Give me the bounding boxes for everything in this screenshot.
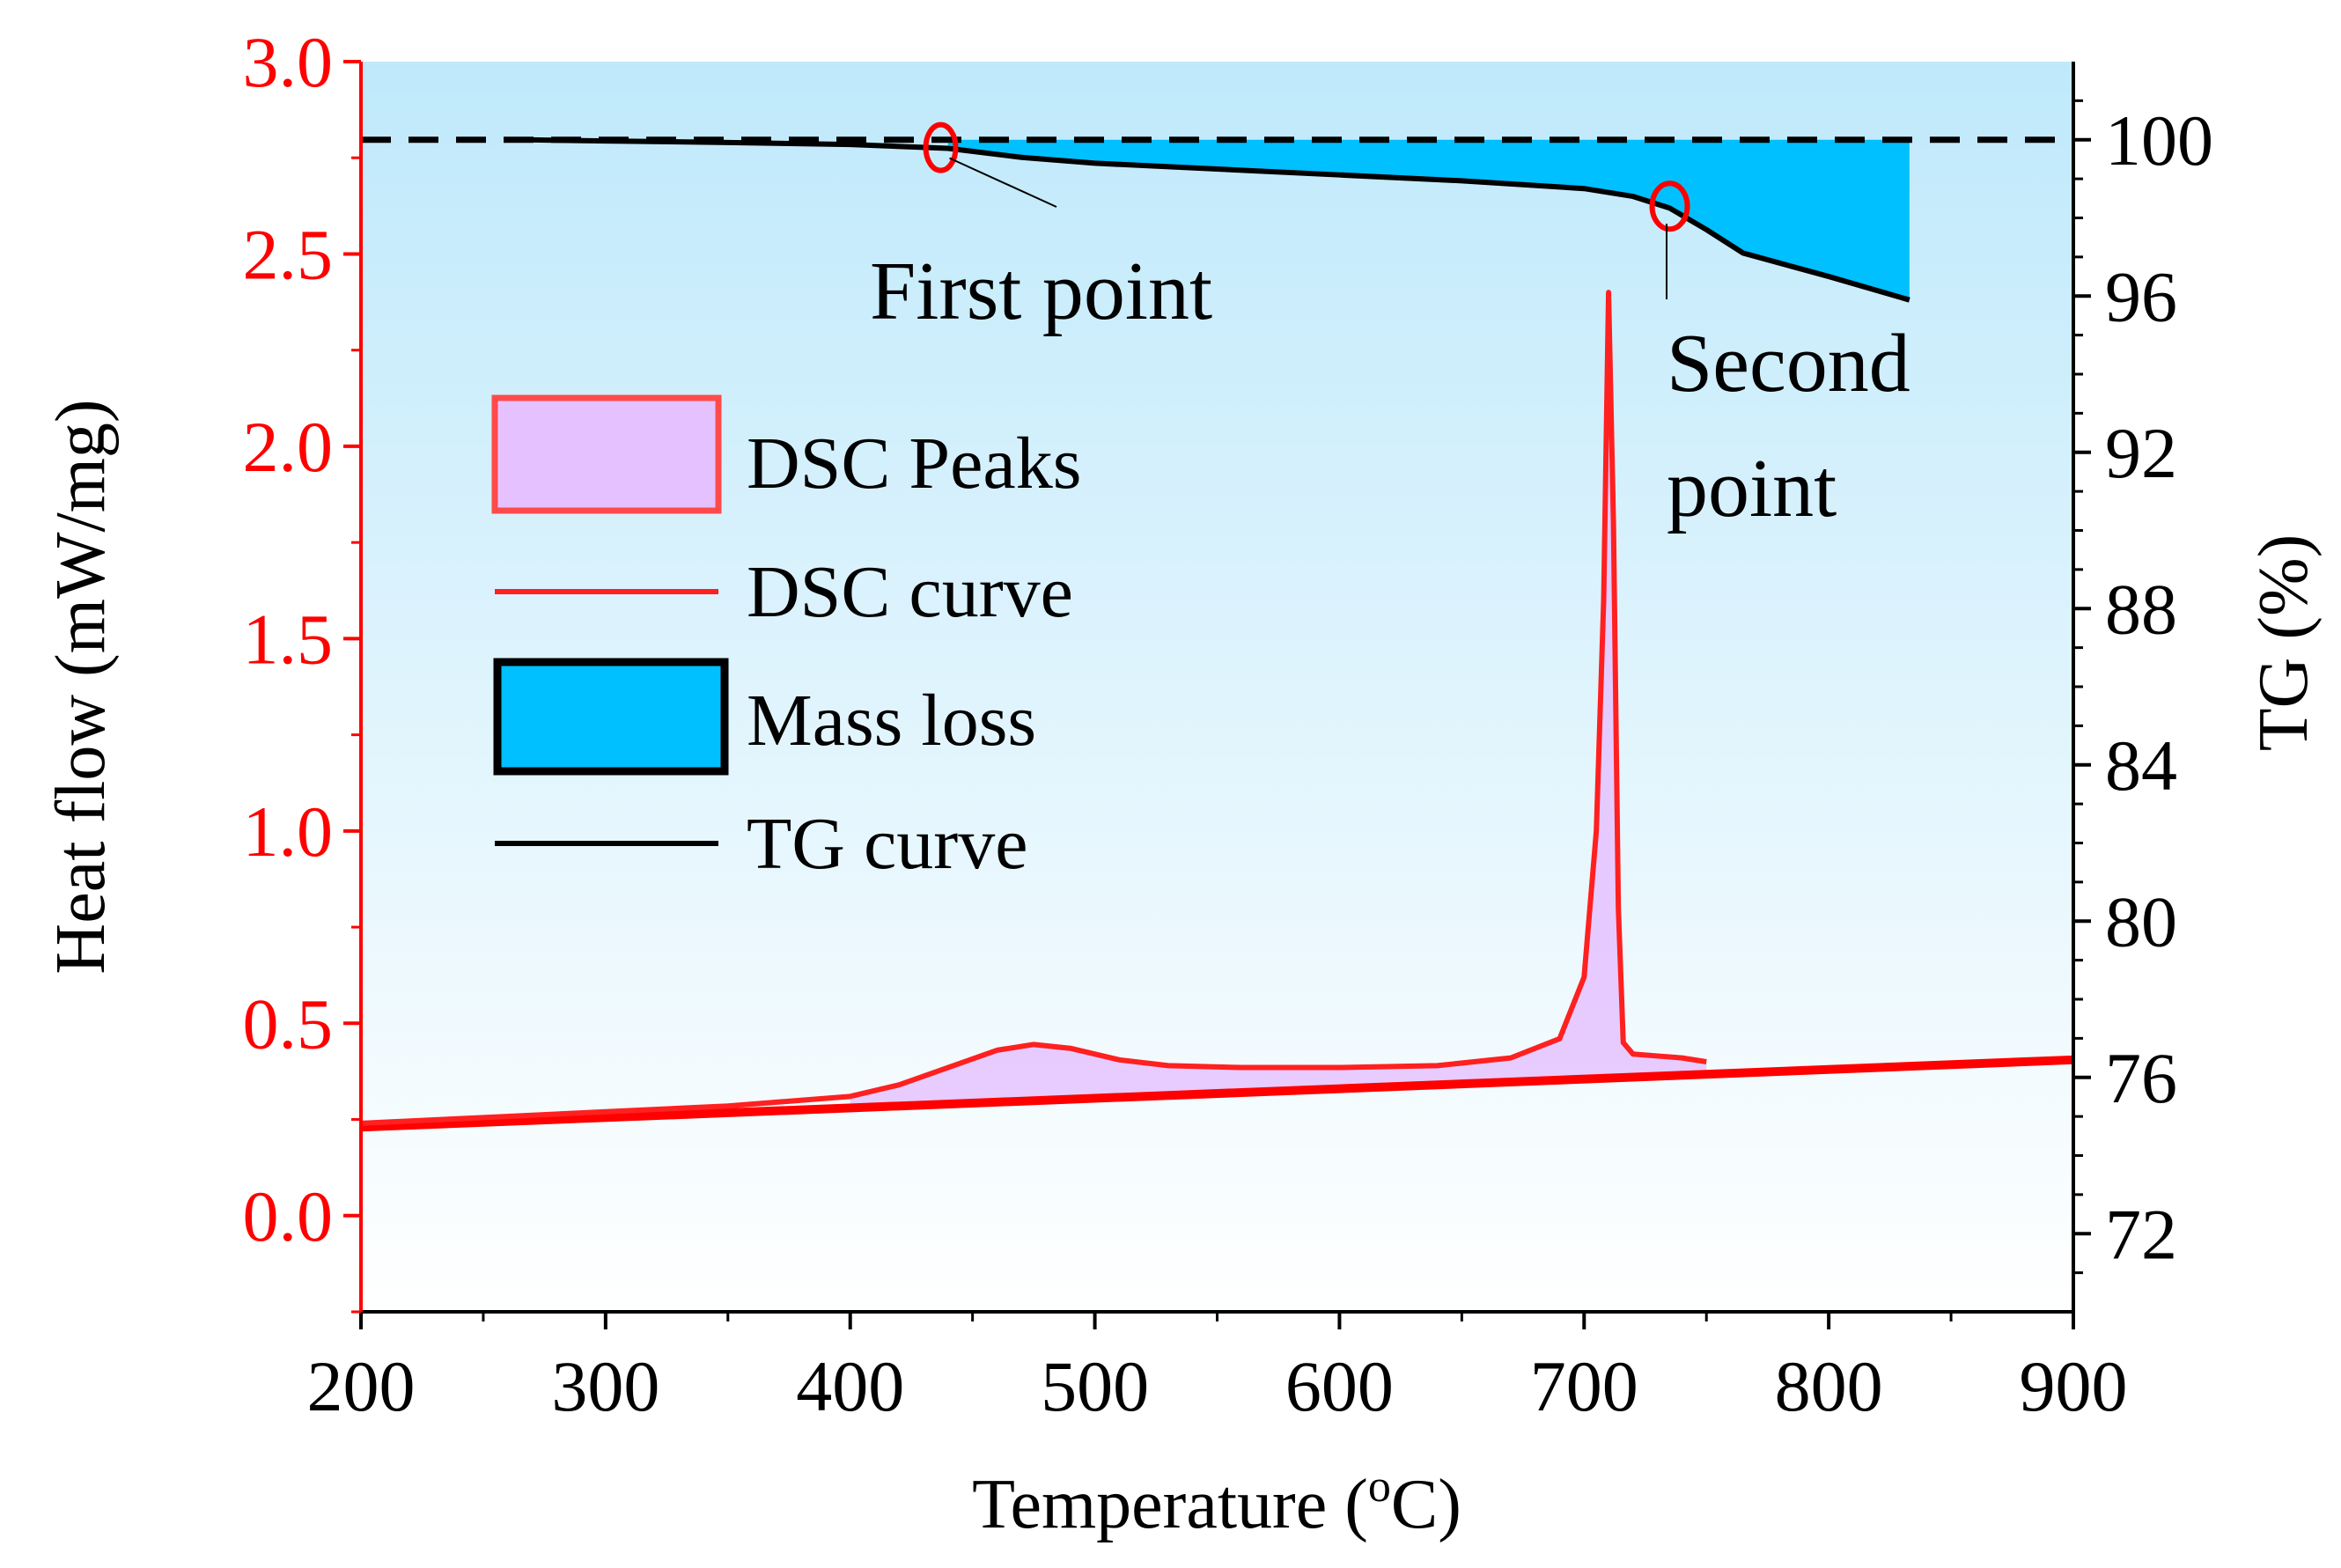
x-axis-title-main: Temperature ( [972, 1466, 1368, 1543]
x-tick-label: 200 [307, 1346, 416, 1426]
legend: DSC Peaks DSC curve Mass loss TG curve [491, 394, 1081, 885]
y-right-tick-label: 80 [2105, 881, 2177, 961]
y-right-tick-label: 84 [2105, 725, 2177, 806]
mass-loss-area [947, 139, 1910, 300]
y-left-tick-label: 1.0 [243, 791, 334, 872]
y-right-tick-label: 100 [2105, 100, 2213, 180]
y-right-tick-label: 76 [2105, 1038, 2177, 1118]
y-left-tick-label: 2.5 [243, 214, 334, 294]
x-tick-label: 600 [1285, 1346, 1394, 1426]
legend-mass-loss-swatch [493, 658, 729, 776]
second-point-label-line1: Second [1667, 318, 1910, 409]
y-right-tick-label: 96 [2105, 256, 2177, 336]
legend-dsc-curve-label: DSC curve [747, 551, 1073, 633]
x-tick-label: 500 [1041, 1346, 1149, 1426]
dsc-curve-line [360, 290, 1707, 1126]
x-tick-label: 900 [2020, 1346, 2128, 1426]
y-right-tick-label: 72 [2105, 1194, 2177, 1274]
x-axis-title-tail: C) [1391, 1466, 1461, 1543]
second-point-label-line2: point [1667, 443, 1837, 534]
x-tick-label: 300 [551, 1346, 659, 1426]
second-point-marker [1649, 180, 1690, 232]
legend-dsc-peaks-swatch [491, 394, 722, 514]
y-axis-left-title: Heat flow (mW/mg) [42, 399, 120, 974]
y-left-tick-label: 1.5 [243, 599, 334, 679]
x-tick-label: 400 [796, 1346, 904, 1426]
x-axis-title: Temperature (oC) [972, 1461, 1461, 1543]
first-point-leader [949, 157, 1057, 208]
y-left-tick-label: 3.0 [243, 22, 334, 102]
y-left-tick-label: 0.5 [243, 983, 334, 1064]
y-right-tick-label: 92 [2105, 413, 2177, 493]
x-axis-title-sup: o [1368, 1461, 1391, 1512]
dsc-baseline-line [360, 1055, 2074, 1132]
y-left-tick-label: 0.0 [243, 1176, 334, 1256]
x-tick-label: 800 [1775, 1346, 1883, 1426]
legend-tg-curve-label: TG curve [747, 803, 1028, 885]
legend-mass-loss-label: Mass loss [747, 680, 1036, 762]
first-point-label: First point [870, 246, 1212, 337]
x-tick-label: 700 [1530, 1346, 1638, 1426]
y-left-tick-label: 2.0 [243, 407, 334, 487]
y-right-tick-label: 88 [2105, 569, 2177, 649]
first-point-marker [923, 121, 959, 173]
legend-dsc-peaks-label: DSC Peaks [747, 423, 1081, 504]
tg-curve-line [525, 136, 1910, 303]
y-axis-right-title: TG (%) [2245, 534, 2323, 752]
